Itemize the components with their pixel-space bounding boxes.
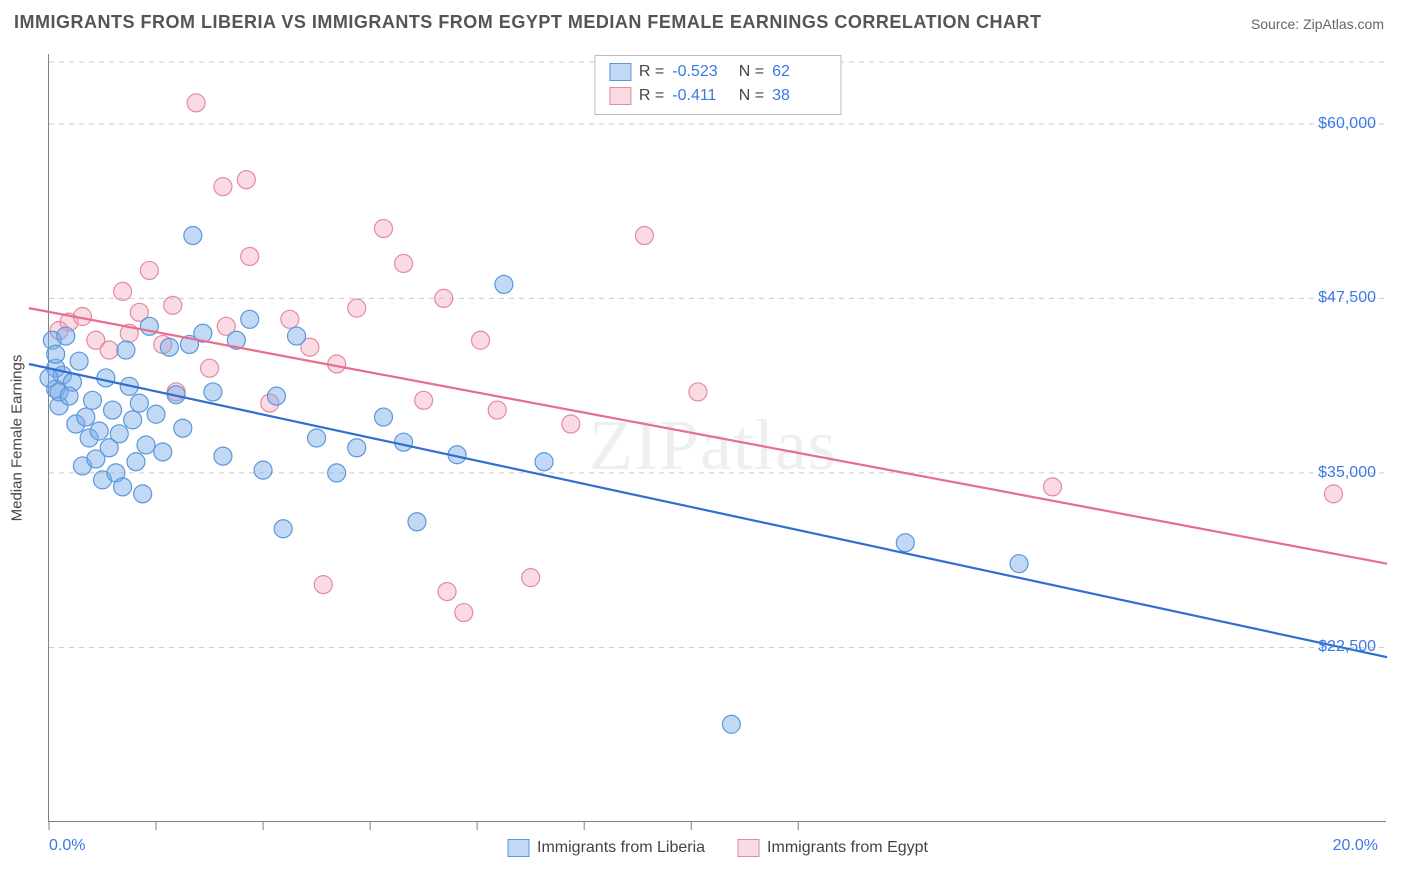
legend-label-liberia: Immigrants from Liberia (537, 839, 705, 857)
chart-svg (49, 54, 1386, 821)
stat-label-n: N = (734, 60, 764, 84)
bottom-legend: Immigrants from Liberia Immigrants from … (507, 839, 928, 857)
y-axis-title: Median Female Earnings (9, 354, 26, 521)
legend-item-egypt: Immigrants from Egypt (737, 839, 928, 857)
swatch-egypt (609, 87, 631, 105)
stat-label-r: R = (639, 60, 664, 84)
legend-item-liberia: Immigrants from Liberia (507, 839, 705, 857)
stat-label-r: R = (639, 84, 664, 108)
y-tick-label: $35,000 (1318, 464, 1376, 482)
stat-r-egypt: -0.411 (672, 84, 726, 108)
x-axis-min-label: 0.0% (49, 837, 85, 855)
swatch-liberia (609, 63, 631, 81)
y-tick-label: $60,000 (1318, 115, 1376, 133)
stat-n-egypt: 38 (772, 84, 826, 108)
stats-legend-box: R = -0.523 N = 62 R = -0.411 N = 38 (594, 55, 841, 115)
swatch-egypt (737, 839, 759, 857)
plot-area: Median Female Earnings ZIPatlas R = -0.5… (48, 54, 1386, 822)
stats-row-egypt: R = -0.411 N = 38 (609, 84, 826, 108)
stats-row-liberia: R = -0.523 N = 62 (609, 60, 826, 84)
swatch-liberia (507, 839, 529, 857)
x-axis-max-label: 20.0% (1333, 837, 1378, 855)
legend-label-egypt: Immigrants from Egypt (767, 839, 928, 857)
stat-n-liberia: 62 (772, 60, 826, 84)
chart-title: IMMIGRANTS FROM LIBERIA VS IMMIGRANTS FR… (14, 12, 1041, 33)
stat-r-liberia: -0.523 (672, 60, 726, 84)
y-tick-label: $22,500 (1318, 638, 1376, 656)
stat-label-n: N = (734, 84, 764, 108)
source-label: Source: ZipAtlas.com (1251, 16, 1384, 32)
y-tick-label: $47,500 (1318, 289, 1376, 307)
